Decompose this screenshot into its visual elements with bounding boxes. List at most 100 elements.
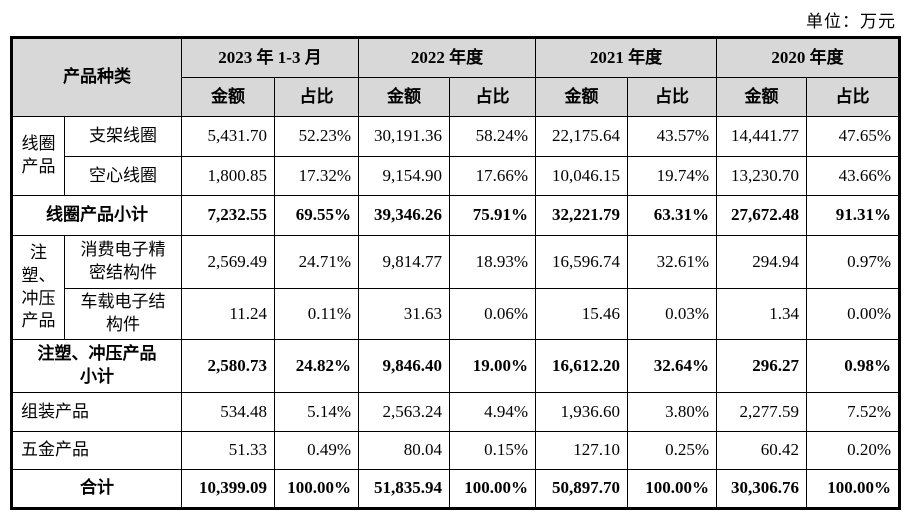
value-cell: 3.80% — [627, 392, 718, 432]
value-cell: 0.98% — [806, 339, 901, 393]
value-cell: 16,596.74 — [535, 235, 629, 289]
product-name: 五金产品 — [11, 431, 182, 470]
value-cell: 100.00% — [449, 469, 537, 509]
value-cell: 296.27 — [716, 339, 808, 393]
value-cell: 0.11% — [273, 288, 360, 340]
header-amount-2022: 金额 — [358, 77, 451, 117]
product-name: 车载电子结 构件 — [64, 288, 182, 340]
value-cell: 5,431.70 — [181, 116, 275, 157]
header-product-category: 产品种类 — [11, 37, 182, 117]
value-cell: 32.64% — [627, 339, 718, 393]
value-cell: 7,232.55 — [181, 195, 275, 236]
table-row: 线圈 产品 支架线圈 5,431.70 52.23% 30,191.36 58.… — [11, 116, 901, 196]
product-revenue-table: 产品种类 2023 年 1-3 月 2022 年度 2021 年度 2020 年… — [10, 36, 902, 510]
value-cell: 17.32% — [273, 156, 360, 196]
value-cell: 43.57% — [627, 116, 718, 157]
value-cell: 0.25% — [627, 431, 718, 470]
value-cell: 80.04 — [358, 431, 451, 470]
header-period-2023: 2023 年 1-3 月 — [180, 37, 360, 78]
value-cell: 50,897.70 — [535, 469, 629, 509]
value-cell: 0.06% — [449, 288, 537, 340]
value-cell: 0.97% — [806, 235, 901, 289]
unit-label: 单位：万元 — [806, 12, 896, 31]
header-proportion-2022: 占比 — [449, 77, 537, 117]
product-name: 组装产品 — [11, 392, 182, 432]
product-group-label: 注 塑、 冲压 产品 — [11, 235, 65, 340]
value-cell: 1,936.60 — [535, 392, 629, 432]
value-cell: 2,580.73 — [181, 339, 275, 393]
value-cell: 0.15% — [449, 431, 537, 470]
value-cell: 534.48 — [181, 392, 275, 432]
value-cell: 14,441.77 — [716, 116, 808, 157]
product-name: 消费电子精 密结构件 — [64, 235, 182, 289]
header-period-2020: 2020 年度 — [716, 37, 901, 78]
value-cell: 43.66% — [806, 156, 901, 196]
value-cell: 18.93% — [449, 235, 537, 289]
header-amount-2023: 金额 — [181, 77, 275, 117]
header-row-measures: 金额 占比 金额 占比 金额 占比 金额 占比 — [12, 77, 901, 117]
subtotal-label: 注塑、冲压产品 小计 — [11, 339, 182, 393]
value-cell: 2,563.24 — [358, 392, 451, 432]
value-cell: 27,672.48 — [716, 195, 808, 236]
value-cell: 31.63 — [358, 288, 451, 340]
value-cell: 30,191.36 — [358, 116, 451, 157]
value-cell: 11.24 — [181, 288, 275, 340]
value-cell: 1,800.85 — [181, 156, 275, 196]
header-amount-2021: 金额 — [535, 77, 629, 117]
value-cell: 60.42 — [716, 431, 808, 470]
value-cell: 100.00% — [627, 469, 718, 509]
value-cell: 127.10 — [535, 431, 629, 470]
value-cell: 100.00% — [273, 469, 360, 509]
value-cell: 69.55% — [273, 195, 360, 236]
value-cell: 0.49% — [273, 431, 360, 470]
value-cell: 7.52% — [806, 392, 901, 432]
value-cell: 4.94% — [449, 392, 537, 432]
total-row: 合计 10,399.09 100.00% 51,835.94 100.00% 5… — [11, 469, 901, 509]
header-proportion-2020: 占比 — [806, 77, 901, 117]
value-cell: 52.23% — [273, 116, 360, 157]
table-row: 组装产品 534.48 5.14% 2,563.24 4.94% 1,936.6… — [11, 392, 901, 432]
value-cell: 91.31% — [806, 195, 901, 236]
value-cell: 32,221.79 — [535, 195, 629, 236]
value-cell: 5.14% — [273, 392, 360, 432]
value-cell: 47.65% — [806, 116, 901, 157]
subtotal-row: 注塑、冲压产品 小计 2,580.73 24.82% 9,846.40 19.0… — [11, 339, 901, 393]
value-cell: 2,569.49 — [181, 235, 275, 289]
value-cell: 13,230.70 — [716, 156, 808, 196]
header-period-2021: 2021 年度 — [535, 37, 718, 78]
value-cell: 24.71% — [273, 235, 360, 289]
value-cell: 22,175.64 — [535, 116, 629, 157]
header-proportion-2023: 占比 — [273, 77, 360, 117]
value-cell: 10,046.15 — [535, 156, 629, 196]
value-cell: 10,399.09 — [181, 469, 275, 509]
subtotal-label: 线圈产品小计 — [11, 195, 182, 236]
value-cell: 19.74% — [627, 156, 718, 196]
value-cell: 0.03% — [627, 288, 718, 340]
table-row: 车载电子结 构件 11.24 0.11% 31.63 0.06% 15.46 0… — [12, 288, 901, 340]
value-cell: 100.00% — [806, 469, 901, 509]
product-group-label: 线圈 产品 — [11, 116, 65, 196]
product-name: 空心线圈 — [64, 156, 182, 196]
value-cell: 19.00% — [449, 339, 537, 393]
value-cell: 0.20% — [806, 431, 901, 470]
table-row: 五金产品 51.33 0.49% 80.04 0.15% 127.10 0.25… — [11, 431, 901, 470]
value-cell: 51.33 — [181, 431, 275, 470]
value-cell: 63.31% — [627, 195, 718, 236]
subtotal-row: 线圈产品小计 7,232.55 69.55% 39,346.26 75.91% … — [11, 195, 901, 236]
value-cell: 32.61% — [627, 235, 718, 289]
product-name: 支架线圈 — [64, 116, 182, 157]
value-cell: 24.82% — [273, 339, 360, 393]
value-cell: 51,835.94 — [358, 469, 451, 509]
value-cell: 58.24% — [449, 116, 537, 157]
value-cell: 9,846.40 — [358, 339, 451, 393]
header-amount-2020: 金额 — [716, 77, 808, 117]
value-cell: 2,277.59 — [716, 392, 808, 432]
value-cell: 9,154.90 — [358, 156, 451, 196]
value-cell: 30,306.76 — [716, 469, 808, 509]
header-period-2022: 2022 年度 — [358, 37, 537, 78]
value-cell: 9,814.77 — [358, 235, 451, 289]
value-cell: 75.91% — [449, 195, 537, 236]
table-row: 空心线圈 1,800.85 17.32% 9,154.90 17.66% 10,… — [12, 156, 901, 196]
total-label: 合计 — [11, 469, 182, 509]
value-cell: 1.34 — [716, 288, 808, 340]
